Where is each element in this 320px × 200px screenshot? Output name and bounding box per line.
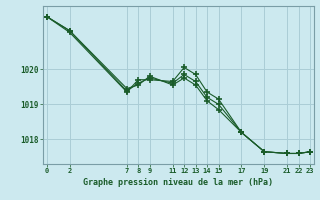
X-axis label: Graphe pression niveau de la mer (hPa): Graphe pression niveau de la mer (hPa) — [84, 178, 273, 187]
